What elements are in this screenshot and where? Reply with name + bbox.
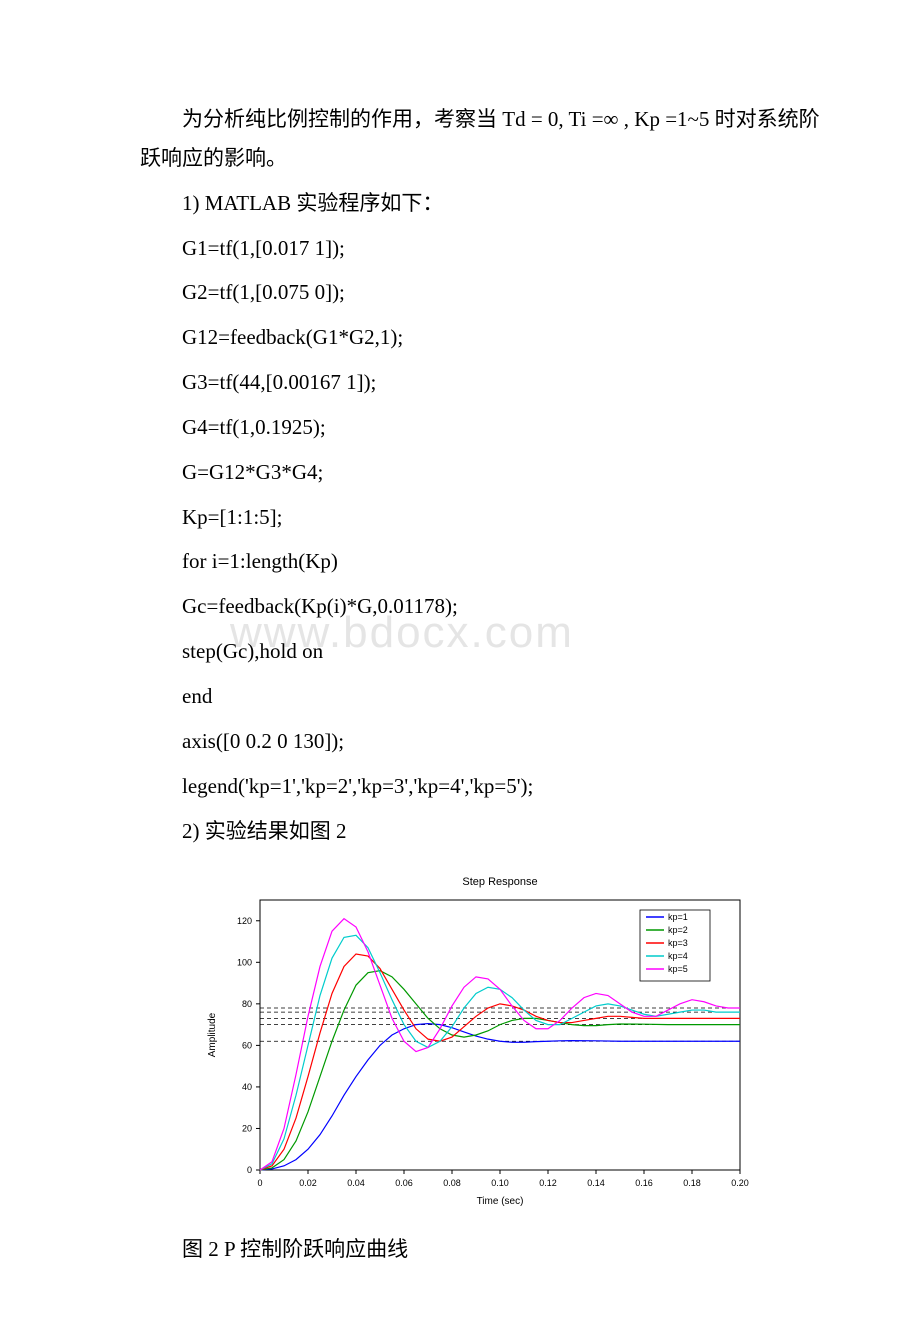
svg-text:0: 0 [257, 1178, 262, 1188]
svg-text:0.18: 0.18 [683, 1178, 701, 1188]
code-line: step(Gc),hold on [140, 632, 820, 671]
svg-text:0.20: 0.20 [731, 1178, 749, 1188]
code-line: G3=tf(44,[0.00167 1]); [140, 363, 820, 402]
svg-text:20: 20 [242, 1124, 252, 1134]
code-line: G4=tf(1,0.1925); [140, 408, 820, 447]
svg-text:40: 40 [242, 1082, 252, 1092]
svg-text:0.06: 0.06 [395, 1178, 413, 1188]
step2-heading: 2) 实验结果如图 2 [140, 812, 820, 851]
svg-text:kp=3: kp=3 [668, 938, 688, 948]
code-line: G2=tf(1,[0.075 0]); [140, 273, 820, 312]
svg-text:120: 120 [237, 916, 252, 926]
svg-text:kp=4: kp=4 [668, 951, 688, 961]
step1-heading: 1) MATLAB 实验程序如下： [140, 184, 820, 223]
svg-text:0: 0 [247, 1165, 252, 1175]
svg-text:Time (sec): Time (sec) [477, 1196, 524, 1207]
code-line: for i=1:length(Kp) [140, 542, 820, 581]
svg-text:kp=1: kp=1 [668, 912, 688, 922]
intro-paragraph: 为分析纯比例控制的作用，考察当 Td = 0, Ti =∞ , Kp =1~5 … [140, 100, 820, 178]
code-line: G1=tf(1,[0.017 1]); [140, 229, 820, 268]
figure-caption: 图 2 P 控制阶跃响应曲线 [140, 1230, 820, 1269]
svg-text:80: 80 [242, 999, 252, 1009]
code-line: G12=feedback(G1*G2,1); [140, 318, 820, 357]
svg-text:0.08: 0.08 [443, 1178, 461, 1188]
svg-text:0.16: 0.16 [635, 1178, 653, 1188]
svg-text:0.02: 0.02 [299, 1178, 317, 1188]
svg-text:60: 60 [242, 1041, 252, 1051]
svg-text:kp=5: kp=5 [668, 964, 688, 974]
step-response-chart: Step Response 0 0.02 0.04 0.06 0.08 0.10 0.12 0.… [200, 870, 760, 1210]
code-line: legend('kp=1','kp=2','kp=3','kp=4','kp=5… [140, 767, 820, 806]
code-line: end [140, 677, 820, 716]
svg-text:Amplitude: Amplitude [207, 1013, 218, 1058]
svg-text:0.12: 0.12 [539, 1178, 557, 1188]
svg-text:kp=2: kp=2 [668, 925, 688, 935]
svg-text:0.04: 0.04 [347, 1178, 365, 1188]
svg-text:0.14: 0.14 [587, 1178, 605, 1188]
code-line: Gc=feedback(Kp(i)*G,0.01178); [140, 587, 820, 626]
svg-text:100: 100 [237, 958, 252, 968]
code-line: G=G12*G3*G4; [140, 453, 820, 492]
code-line: Kp=[1:1:5]; [140, 498, 820, 537]
matlab-code-block: G1=tf(1,[0.017 1]); G2=tf(1,[0.075 0]); G1… [140, 229, 820, 806]
svg-text:0.10: 0.10 [491, 1178, 509, 1188]
svg-text:Step Response: Step Response [462, 876, 537, 888]
code-line: axis([0 0.2 0 130]); [140, 722, 820, 761]
